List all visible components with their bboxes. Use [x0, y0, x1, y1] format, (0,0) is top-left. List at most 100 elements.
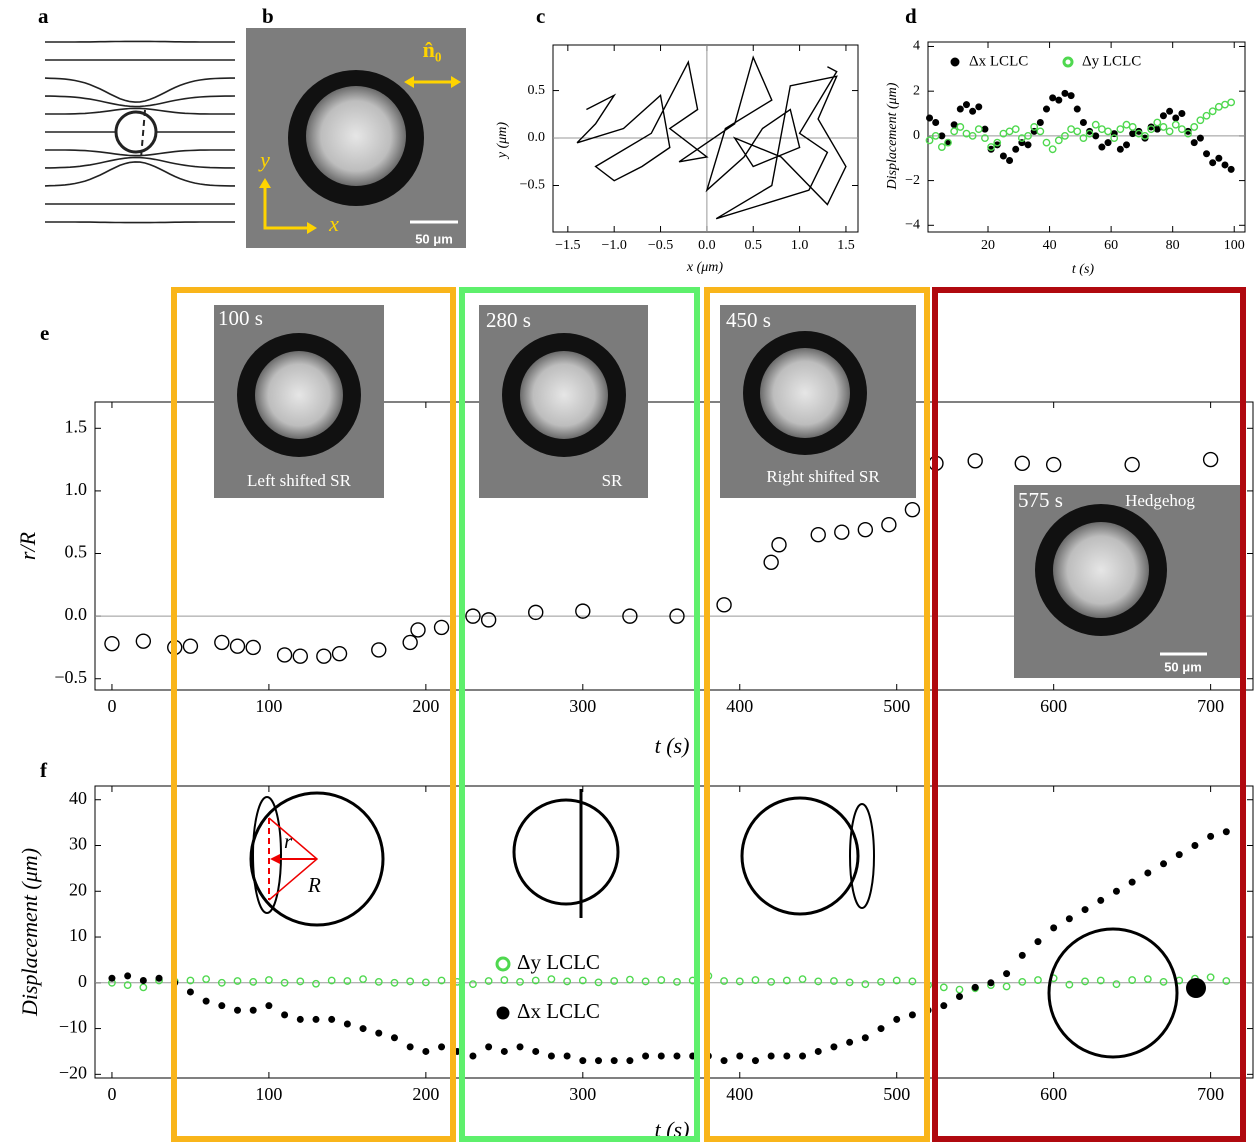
data-point [1105, 128, 1111, 134]
data-point [1216, 104, 1222, 110]
x-tick-label: 400 [726, 1084, 753, 1104]
data-point [360, 976, 366, 982]
data-point [1019, 952, 1025, 958]
data-point [1049, 146, 1055, 152]
x-tick-label: 1.5 [837, 238, 855, 253]
data-point [768, 1053, 774, 1059]
data-point [1043, 106, 1049, 112]
data-point [580, 1057, 586, 1063]
data-point [1197, 135, 1203, 141]
data-point [140, 977, 146, 983]
inset-time: 450 s [726, 308, 771, 332]
data-point [564, 1053, 570, 1059]
data-point [403, 635, 417, 649]
data-point [1166, 108, 1172, 114]
y-tick-label: 0 [913, 128, 920, 143]
x-axis-label: x (μm) [686, 260, 724, 275]
data-point [423, 1048, 429, 1054]
x-tick-label: 20 [981, 238, 995, 253]
x-tick-label: −0.5 [648, 238, 673, 253]
inset-label: SR [602, 471, 623, 490]
data-point [1191, 139, 1197, 145]
x-tick-label: 100 [255, 696, 282, 716]
data-point [764, 555, 778, 569]
micrograph [214, 305, 384, 498]
data-point [124, 973, 130, 979]
data-point [333, 647, 347, 661]
data-point [1035, 977, 1041, 983]
data-point [470, 981, 476, 987]
data-point [1015, 456, 1029, 470]
data-point [1099, 126, 1105, 132]
legend-label: Δy LCLC [1082, 53, 1141, 69]
data-point [344, 1021, 350, 1027]
data-point [482, 613, 496, 627]
axis-label: x [328, 211, 339, 236]
director-label: n̂₀ [423, 37, 442, 62]
data-point [1093, 133, 1099, 139]
data-point [909, 1012, 915, 1018]
data-point [1080, 119, 1086, 125]
data-point [1013, 126, 1019, 132]
data-point [1049, 95, 1055, 101]
data-point [939, 133, 945, 139]
data-point [982, 126, 988, 132]
data-point [862, 1035, 868, 1041]
data-point [297, 978, 303, 984]
data-point [1019, 979, 1025, 985]
data-point [1222, 101, 1228, 107]
micrograph [1014, 485, 1241, 678]
y-tick-label: 0.5 [65, 542, 88, 562]
data-point [1192, 842, 1198, 848]
data-point [231, 639, 245, 653]
data-point [391, 1035, 397, 1041]
y-tick-label: 30 [69, 834, 87, 854]
data-point [926, 137, 932, 143]
data-point [136, 634, 150, 648]
data-point [517, 1044, 523, 1050]
data-point [1228, 166, 1234, 172]
data-point [1125, 458, 1139, 472]
data-point [1197, 117, 1203, 123]
legend-marker [497, 958, 509, 970]
field-schematic [45, 41, 235, 222]
data-point [203, 976, 209, 982]
x-tick-label: 200 [412, 696, 439, 716]
data-point [951, 128, 957, 134]
data-point [1209, 108, 1215, 114]
data-point [721, 1057, 727, 1063]
data-point [1223, 829, 1229, 835]
data-point [642, 978, 648, 984]
x-tick-label: 700 [1197, 696, 1224, 716]
data-point [1123, 142, 1129, 148]
data-point [1222, 162, 1228, 168]
data-point [905, 503, 919, 517]
data-point [1160, 113, 1166, 119]
data-point [407, 1044, 413, 1050]
x-tick-label: 300 [569, 696, 596, 716]
data-point [1176, 851, 1182, 857]
data-point [1228, 99, 1234, 105]
data-point [1066, 916, 1072, 922]
y-axis-label: r/R [15, 531, 40, 560]
x-tick-label: 100 [1224, 238, 1245, 253]
data-point [969, 108, 975, 114]
data-point [772, 538, 786, 552]
data-point [1129, 124, 1135, 130]
schematic-label: r [284, 829, 293, 853]
y-axis-label: Displacement (μm) [885, 82, 900, 190]
data-point [951, 122, 957, 128]
x-tick-label: 200 [412, 1084, 439, 1104]
data-point [1113, 888, 1119, 894]
x-tick-label: 60 [1104, 238, 1118, 253]
inset-time: 280 s [486, 308, 531, 332]
legend-label: Δx LCLC [517, 999, 600, 1023]
data-point [533, 1048, 539, 1054]
particle-core [520, 351, 608, 439]
data-point [1113, 981, 1119, 987]
data-point [627, 976, 633, 982]
data-point [1203, 113, 1209, 119]
field-line [45, 222, 235, 223]
data-point [627, 1057, 633, 1063]
data-point [1207, 974, 1213, 980]
